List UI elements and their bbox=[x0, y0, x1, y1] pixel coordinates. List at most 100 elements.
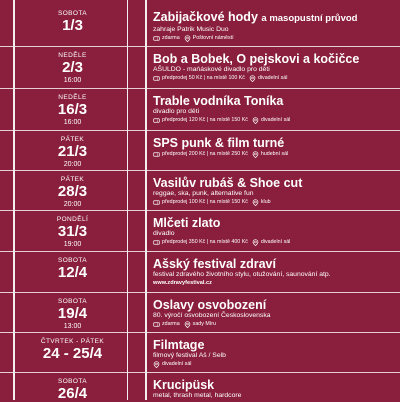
event-weekday: SOBOTA bbox=[57, 298, 87, 305]
event-info: Bob a Bobek, O pejskovi a kočičce AŠULDO … bbox=[153, 52, 398, 83]
event-title: Zabijačkové hody a masopustní průvod bbox=[153, 10, 398, 26]
event-info: Vasilův rubáš & Shoe cut reggae, ska, pun… bbox=[153, 176, 398, 207]
event-detail-text: předprodej 100 Kč | na místě 150 Kč bbox=[162, 199, 248, 205]
event-subtitle: AŠULDO - mańáskové divadlo pro děti bbox=[153, 66, 270, 73]
event-detail-text: hudební sál bbox=[260, 151, 289, 157]
event-title-text: Ašský festival zdraví bbox=[153, 257, 276, 271]
event-details: zdarma Poštovní náměstí bbox=[153, 34, 398, 43]
event-weekday: ČTVRTEK - PÁTEK bbox=[40, 338, 105, 345]
event-title-text: Filmtage bbox=[153, 338, 205, 352]
event-venue: divadelní sál bbox=[252, 238, 290, 247]
event-subtitle: 80. výročí osvobození Československa bbox=[153, 312, 271, 319]
ticket-icon bbox=[153, 322, 160, 327]
event-weekday: SOBOTA bbox=[57, 378, 87, 385]
event-detail-text: předprodej 350 Kč | na místě 400 Kč bbox=[162, 239, 248, 245]
location-icon bbox=[184, 321, 190, 328]
event-price: předprodej 200 Kč | na místě 250 Kč bbox=[153, 150, 248, 159]
event-info: Krucipüsk metal, thrash metal, hardcore bbox=[153, 378, 398, 400]
event-venue: divadelní sál bbox=[249, 74, 287, 83]
event-venue: sady Míru bbox=[184, 320, 216, 329]
event-details: předprodej 100 Kč | na místě 150 Kč klub bbox=[153, 198, 398, 207]
row-divider bbox=[0, 251, 400, 252]
event-weekday: PÁTEK bbox=[60, 176, 85, 183]
event-date: ČTVRTEK - PÁTEK 24 - 25/4 bbox=[20, 338, 125, 362]
event-website-link[interactable]: www.zdravyfestival.cz bbox=[153, 280, 212, 286]
ticket-icon bbox=[153, 76, 160, 81]
event-title: Filmtage bbox=[153, 338, 398, 352]
location-icon bbox=[249, 75, 256, 82]
event-day: 31/3 bbox=[57, 223, 88, 240]
event-title: Oslavy osvobození bbox=[153, 298, 398, 312]
event-title-text: Bob a Bobek, O pejskovi a kočičce bbox=[153, 52, 360, 66]
event-detail-text: divadelní sál bbox=[260, 239, 291, 245]
event-day: 16/3 bbox=[57, 101, 88, 118]
event-day: 28/3 bbox=[57, 183, 88, 200]
event-date: PÁTEK 21/3 20:00 bbox=[20, 136, 125, 169]
event-details: zdarma sady Míru bbox=[153, 320, 398, 329]
event-weekday: PÁTEK bbox=[60, 136, 85, 143]
event-time: 20:00 bbox=[63, 201, 82, 208]
event-day: 1/3 bbox=[62, 17, 83, 34]
event-venue: Poštovní náměstí bbox=[184, 34, 234, 43]
event-day: 12/4 bbox=[57, 264, 88, 281]
event-title-text: Mlčeti zlato bbox=[153, 216, 221, 230]
row-divider bbox=[0, 130, 400, 131]
event-details: předprodej 50 Kč | na místě 100 Kč divade… bbox=[153, 74, 398, 83]
event-date: NEDĚLE 16/3 16:00 bbox=[20, 94, 125, 127]
event-title-text: SPS punk & film turné bbox=[153, 136, 285, 150]
event-title: SPS punk & film turné bbox=[153, 136, 398, 150]
event-detail-text: divadelní sál bbox=[260, 117, 291, 123]
event-date: NEDĚLE 2/3 16:00 bbox=[20, 52, 125, 85]
event-price: předprodej 100 Kč | na místě 150 Kč bbox=[153, 198, 248, 207]
event-details: předprodej 120 Kč | na místě 150 Kč divad… bbox=[153, 116, 398, 125]
event-time: 13:00 bbox=[63, 323, 82, 330]
row-divider bbox=[0, 210, 400, 211]
event-title: Ašský festival zdraví bbox=[153, 257, 398, 271]
event-weekday: SOBOTA bbox=[57, 257, 87, 264]
event-weekday: PONDĚLÍ bbox=[56, 216, 89, 223]
event-date: SOBOTA 12/4 bbox=[20, 257, 125, 281]
event-title: Mlčeti zlato bbox=[153, 216, 398, 230]
location-icon bbox=[184, 35, 190, 42]
event-detail-text: sady Míru bbox=[192, 321, 216, 327]
decorative-line bbox=[127, 0, 128, 400]
event-subtitle: metal, thrash metal, hardcore bbox=[153, 392, 242, 399]
event-detail-text: Poštovní náměstí bbox=[192, 35, 234, 41]
event-title: Vasilův rubáš & Shoe cut bbox=[153, 176, 398, 190]
event-subtitle: zahraje Patrik Music Duo bbox=[153, 26, 229, 33]
event-title-text: Trable vodníka Toníka bbox=[153, 94, 284, 108]
event-subtitle: reggae, ska, punk, alternative fun bbox=[153, 190, 254, 197]
event-weekday: NEDĚLE bbox=[58, 94, 87, 101]
event-detail-text: klub bbox=[260, 199, 271, 205]
event-info: Filmtage filmový festival Aš / Selb divade… bbox=[153, 338, 398, 369]
event-detail-text: zdarma bbox=[162, 321, 180, 327]
event-info: Ašský festival zdraví festival zdravého ž… bbox=[153, 257, 398, 287]
event-subtitle: divadlo bbox=[153, 230, 175, 237]
location-icon bbox=[252, 117, 259, 124]
event-date: SOBOTA 1/3 bbox=[20, 10, 125, 34]
event-detail-text: divadelní sál bbox=[257, 75, 288, 81]
event-title: Krucipüsk bbox=[153, 378, 398, 392]
event-day: 26/4 bbox=[57, 385, 88, 402]
location-icon bbox=[153, 361, 160, 368]
row-divider bbox=[0, 372, 400, 373]
event-detail-text: zdarma bbox=[162, 35, 180, 41]
location-icon bbox=[252, 151, 259, 158]
event-date: SOBOTA 26/4 bbox=[20, 378, 125, 402]
event-price: zdarma bbox=[153, 34, 180, 43]
event-day: 21/3 bbox=[57, 143, 88, 160]
event-detail-text: předprodej 120 Kč | na místě 150 Kč bbox=[162, 117, 248, 123]
event-subtitle: festival zdravého životního stylu, otužo… bbox=[153, 271, 331, 278]
location-icon bbox=[252, 199, 259, 206]
event-title-text: Krucipüsk bbox=[153, 378, 215, 392]
event-details: předprodej 200 Kč | na místě 250 Kč hudeb… bbox=[153, 150, 398, 159]
event-subtitle: divadlo pro děti bbox=[153, 108, 200, 115]
decorative-line bbox=[13, 0, 15, 400]
event-details: divadelní sál bbox=[153, 360, 398, 369]
event-date: PÁTEK 28/3 20:00 bbox=[20, 176, 125, 209]
event-venue: hudební sál bbox=[252, 150, 288, 159]
row-divider bbox=[0, 170, 400, 171]
event-weekday: NEDĚLE bbox=[58, 52, 87, 59]
event-day: 24 - 25/4 bbox=[42, 345, 103, 362]
